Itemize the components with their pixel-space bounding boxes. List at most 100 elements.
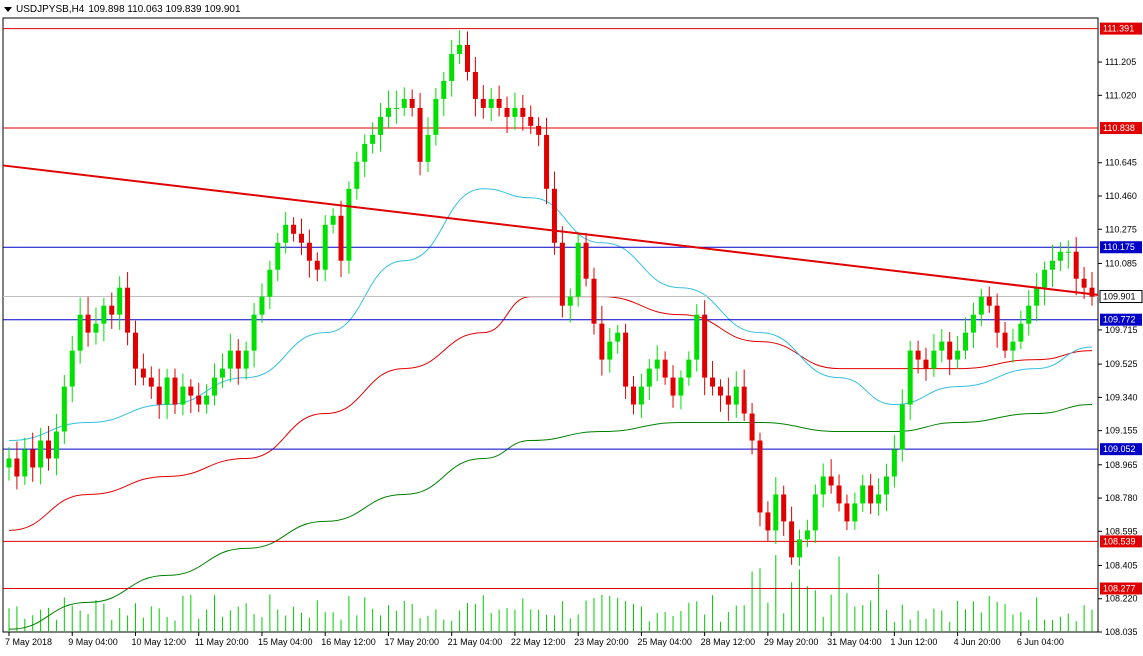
y-tick-label: 110.085 [1105, 258, 1137, 268]
candle-body [109, 305, 115, 315]
candle-body [464, 44, 470, 72]
candle-body [298, 233, 304, 243]
candle-body [180, 386, 186, 405]
candle-body [1010, 341, 1016, 351]
x-tick-label: 28 May 12:00 [701, 637, 756, 647]
candle-body [140, 368, 146, 378]
candle-body [93, 323, 99, 333]
candle-body [362, 143, 368, 162]
candle-body [599, 323, 605, 360]
candle-body [654, 359, 660, 369]
candle-body [994, 305, 1000, 333]
x-tick-label: 16 May 12:00 [321, 637, 376, 647]
candle-body [970, 314, 976, 333]
candle-body [812, 494, 818, 531]
level-tag-bg [1100, 443, 1142, 456]
candle-body [322, 224, 328, 270]
candle-body [828, 476, 834, 486]
x-tick-label: 1 Jun 12:00 [890, 637, 937, 647]
x-tick-label: 22 May 12:00 [511, 637, 566, 647]
candle-body [836, 485, 842, 504]
candle-body [725, 395, 731, 405]
candle-body [267, 269, 273, 297]
candle-body [883, 476, 889, 495]
candle-body [852, 503, 858, 522]
candle-body [899, 404, 905, 450]
candle-body [22, 449, 28, 477]
candle-body [425, 134, 431, 162]
candle-body [575, 242, 581, 297]
candle-body [496, 98, 502, 108]
ma-slow-line [8, 404, 1093, 630]
candle-body [551, 188, 557, 243]
candle-body [457, 44, 463, 54]
candle-body [370, 134, 376, 144]
candle-body [172, 377, 178, 405]
candle-body [77, 314, 83, 351]
level-tag-bg [1100, 535, 1142, 548]
candle-body [631, 386, 637, 405]
candle-body [638, 386, 644, 405]
candle-body [85, 314, 91, 333]
current-price-tag-bg [1099, 290, 1143, 304]
candle-body [607, 341, 613, 360]
candle-body [1057, 251, 1063, 261]
candle-body [702, 314, 708, 378]
candle-body [923, 359, 929, 369]
symbol-label: USDJPYSB,H4 [16, 4, 85, 15]
candle-body [212, 377, 218, 396]
candle-body [710, 377, 716, 387]
candle-body [346, 188, 352, 261]
candle-body [520, 107, 526, 117]
candle-body [955, 350, 961, 360]
candle-body [14, 458, 20, 477]
candle-body [583, 242, 589, 279]
candle-body [441, 80, 447, 99]
candle-body [409, 98, 415, 108]
y-tick-label: 108.035 [1105, 627, 1138, 637]
level-tag-label: 108.277 [1103, 583, 1136, 593]
candle-body [480, 98, 486, 108]
symbol-header: USDJPYSB,H4 109.898 110.063 109.839 109.… [4, 4, 241, 15]
y-tick-label: 110.645 [1105, 158, 1137, 168]
candle-body [615, 332, 621, 342]
level-tag-label: 108.539 [1103, 536, 1136, 546]
candle-body [733, 386, 739, 405]
candle-body [757, 440, 763, 513]
candle-body [204, 395, 210, 405]
level-tag-label: 109.052 [1103, 444, 1136, 454]
y-tick-label: 111.205 [1105, 57, 1136, 67]
y-tick-label: 110.275 [1105, 224, 1137, 234]
candle-body [947, 341, 953, 360]
candle-body [741, 386, 747, 414]
candle-body [567, 296, 573, 306]
x-tick-label: 21 May 04:00 [448, 637, 503, 647]
trendline [2, 164, 1099, 296]
candle-body [773, 494, 779, 531]
y-tick-label: 108.405 [1105, 560, 1138, 570]
candle-body [306, 242, 312, 261]
candle-body [378, 116, 384, 135]
candle-body [544, 134, 550, 189]
candle-body [219, 368, 225, 378]
candle-body [528, 116, 534, 126]
candle-body [670, 377, 676, 396]
candle-body [30, 449, 36, 468]
level-tag-bg [1100, 582, 1142, 595]
candle-body [101, 305, 107, 324]
candle-body [393, 107, 399, 109]
candle-body [259, 296, 265, 315]
candle-body [156, 386, 162, 405]
candle-body [844, 503, 850, 522]
y-tick-label: 108.220 [1105, 594, 1138, 604]
candle-body [986, 296, 992, 306]
level-tag-label: 111.391 [1103, 24, 1134, 34]
candle-body [314, 260, 320, 270]
chevron-down-icon[interactable] [4, 7, 12, 12]
plot-frame [2, 17, 1099, 633]
x-tick-label: 23 May 20:00 [574, 637, 629, 647]
candle-body [449, 53, 455, 81]
y-tick-label: 109.155 [1105, 426, 1138, 436]
